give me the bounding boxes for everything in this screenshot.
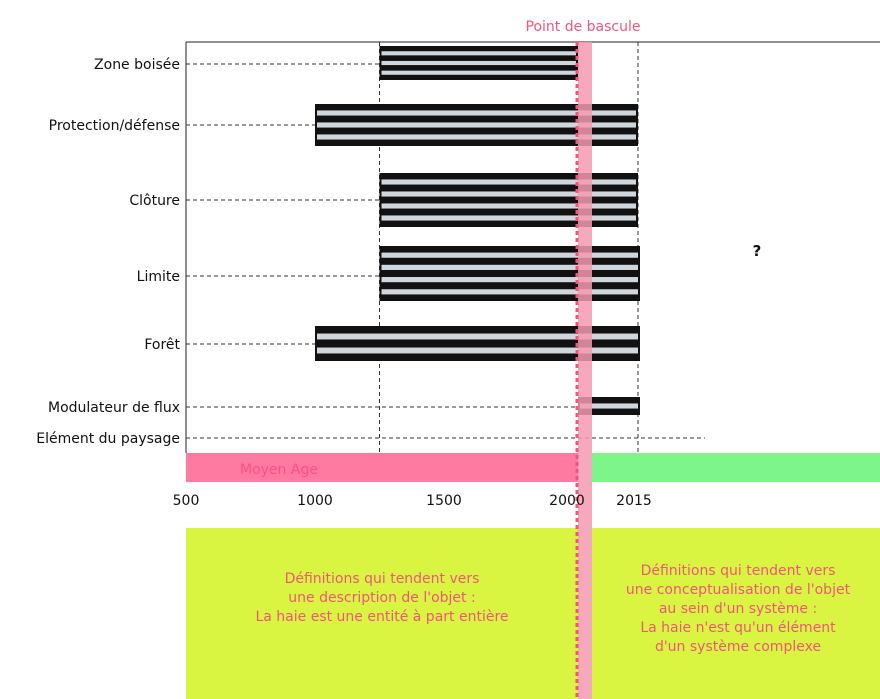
row-label: Elément du paysage xyxy=(36,431,180,447)
left-text-line: Définitions qui tendent vers xyxy=(284,571,480,587)
bar-stripe xyxy=(381,264,638,270)
left-text-line: une description de l'objet : xyxy=(288,590,476,606)
bar xyxy=(379,46,578,80)
right-text-line: une conceptualisation de l'objet xyxy=(625,582,851,598)
x-tick-label: 1500 xyxy=(426,493,462,509)
bar-stripe xyxy=(317,134,636,140)
bar-stripe xyxy=(381,277,638,283)
x-tick-label: 2015 xyxy=(616,493,652,509)
bar-stripe xyxy=(381,203,636,209)
left-definition-box xyxy=(186,528,578,699)
row-label: Forêt xyxy=(144,337,180,353)
row-label: Protection/défense xyxy=(49,118,180,134)
row-label: Zone boisée xyxy=(94,57,180,73)
bar-stripe xyxy=(381,252,638,258)
x-tick-label: 500 xyxy=(173,493,200,509)
bar-stripe xyxy=(381,70,576,75)
period-band: Moyen Age xyxy=(186,453,880,482)
bar-stripe xyxy=(381,179,636,185)
x-tick-label: 2000 xyxy=(549,493,585,509)
bar-stripe xyxy=(317,122,636,128)
period-moyen-age xyxy=(186,453,578,482)
bar-stripe xyxy=(381,215,636,221)
right-text-line: au sein d'un système : xyxy=(658,601,818,617)
row-label: Modulateur de flux xyxy=(48,400,180,416)
bar-stripe xyxy=(381,289,638,295)
right-definition-box xyxy=(592,528,880,699)
question-mark: ? xyxy=(753,242,762,260)
row-labels: Zone boisée Protection/défense Clôture Limi… xyxy=(36,57,180,447)
right-text-line: d'un système complexe xyxy=(654,639,822,655)
pivot-band xyxy=(578,42,592,699)
bar-stripe xyxy=(381,60,576,66)
bar xyxy=(379,173,638,227)
period-label: Moyen Age xyxy=(240,462,318,478)
row-label: Limite xyxy=(137,269,180,285)
bar xyxy=(578,397,640,415)
bars xyxy=(315,46,640,415)
right-text-line: La haie n'est qu'un élément xyxy=(640,620,836,636)
bar-stripe xyxy=(317,333,638,340)
bar-stripe xyxy=(381,191,636,197)
left-text-line: La haie est une entité à part entière xyxy=(255,609,509,625)
right-text-line: Définitions qui tendent vers xyxy=(640,563,836,579)
period-modern xyxy=(592,453,880,482)
bar xyxy=(379,246,640,301)
bar-stripe xyxy=(580,403,638,409)
bar-stripe xyxy=(317,110,636,116)
pivot-title: Point de bascule xyxy=(526,19,641,35)
bar-stripe xyxy=(381,51,576,56)
row-guide-lines xyxy=(186,63,705,439)
left-definition-text: Définitions qui tendent vers une descrip… xyxy=(186,570,578,627)
x-tick-label: 1000 xyxy=(297,493,333,509)
row-label: Clôture xyxy=(129,193,180,209)
right-definition-text: Définitions qui tendent vers une concept… xyxy=(596,562,880,657)
x-axis-ticks: 500 1000 1500 2000 2015 xyxy=(173,493,652,509)
bar-stripe xyxy=(317,347,638,354)
